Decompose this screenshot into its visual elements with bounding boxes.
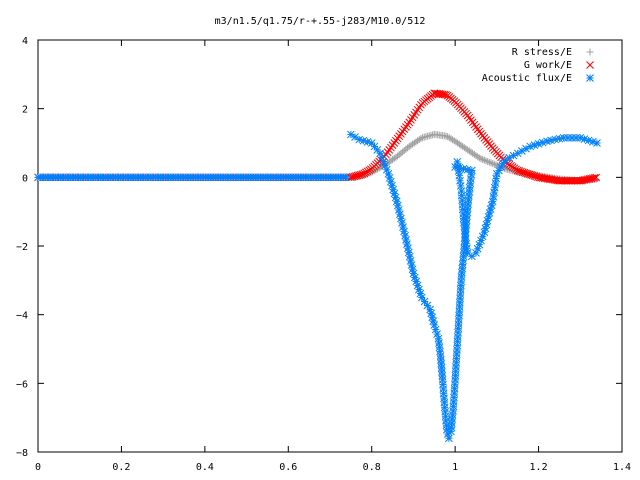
x-tick-label: 0.2	[112, 462, 130, 473]
data-point-acoustic-flux-e	[461, 235, 470, 243]
y-axis: 4 2 0 −2 −4 −6 −8	[16, 36, 622, 459]
data-point-g-work-e	[405, 118, 414, 127]
data-point-acoustic-flux-e	[588, 137, 597, 146]
data-point-acoustic-flux-e	[463, 249, 472, 257]
data-point-g-work-e	[592, 173, 600, 182]
data-point-g-work-e	[408, 113, 417, 122]
plot-area	[34, 89, 601, 443]
data-point-acoustic-flux-e	[433, 330, 441, 338]
data-point-acoustic-flux-e	[453, 158, 462, 166]
legend-marker	[586, 74, 594, 82]
y-tick-label: −8	[16, 448, 28, 459]
data-point-r-stress-e	[482, 157, 490, 165]
data-point-acoustic-flux-e	[409, 269, 418, 278]
data-point-acoustic-flux-e	[431, 325, 440, 334]
data-point-r-stress-e	[417, 134, 425, 142]
data-point-acoustic-flux-e	[472, 249, 480, 257]
data-point-acoustic-flux-e	[576, 133, 585, 142]
y-tick-label: −2	[16, 242, 28, 253]
data-point-acoustic-flux-e	[445, 434, 453, 443]
data-point-r-stress-e	[477, 155, 485, 163]
legend-label: G work/E	[524, 60, 572, 71]
y-tick-label: −4	[16, 311, 28, 322]
chart-title: m3/n1.5/q1.75/r-+.55-j283/M10.0/512	[215, 16, 426, 27]
data-point-acoustic-flux-e	[538, 138, 547, 147]
data-point-acoustic-flux-e	[463, 244, 471, 253]
data-point-r-stress-e	[489, 160, 497, 168]
x-tick-label: 0	[35, 462, 41, 473]
data-point-r-stress-e	[479, 155, 487, 163]
data-point-acoustic-flux-e	[459, 252, 468, 261]
data-point-r-stress-e	[480, 156, 488, 164]
data-point-g-work-e	[412, 108, 420, 117]
legend-marker	[586, 61, 594, 69]
data-point-acoustic-flux-e	[410, 273, 419, 282]
data-point-r-stress-e	[487, 159, 495, 167]
data-point-acoustic-flux-e	[477, 236, 485, 245]
legend-label: Acoustic flux/E	[482, 73, 572, 84]
data-point-g-work-e	[438, 90, 447, 99]
data-point-r-stress-e	[475, 154, 483, 162]
data-point-r-stress-e	[485, 158, 493, 166]
data-point-acoustic-flux-e	[584, 136, 593, 145]
y-tick-label: 4	[22, 36, 28, 47]
x-tick-label: 1	[452, 462, 458, 473]
data-point-g-work-e	[410, 110, 419, 119]
data-point-g-work-e	[413, 105, 422, 114]
data-point-g-work-e	[442, 90, 450, 99]
data-point-r-stress-e	[442, 132, 450, 140]
x-axis: 0 0.2 0.4 0.6 0.8 1 1.2 1.4	[35, 40, 631, 473]
y-tick-label: 0	[22, 173, 28, 184]
data-point-acoustic-flux-e	[461, 231, 470, 239]
x-tick-label: 0.8	[363, 462, 381, 473]
data-point-acoustic-flux-e	[379, 157, 388, 166]
data-point-g-work-e	[407, 116, 415, 124]
data-point-acoustic-flux-e	[430, 321, 439, 329]
y-tick-label: −6	[16, 379, 28, 390]
x-tick-label: 0.4	[196, 462, 214, 473]
y-tick-label: 2	[22, 105, 28, 116]
data-point-g-work-e	[590, 173, 599, 182]
data-point-acoustic-flux-e	[393, 201, 402, 210]
legend: R stress/E G work/E Acoustic flux/E	[482, 47, 594, 84]
x-tick-label: 1.4	[613, 462, 631, 473]
plot-frame	[37, 39, 623, 453]
legend-marker	[586, 48, 594, 56]
data-point-acoustic-flux-e	[593, 139, 601, 147]
data-point-r-stress-e	[490, 160, 498, 168]
data-point-acoustic-flux-e	[467, 170, 476, 179]
x-tick-label: 0.6	[279, 462, 297, 473]
data-point-r-stress-e	[484, 158, 492, 166]
data-point-acoustic-flux-e	[467, 252, 476, 261]
data-point-g-work-e	[415, 103, 424, 112]
x-tick-label: 1.2	[530, 462, 548, 473]
legend-label: R stress/E	[512, 47, 572, 58]
data-point-acoustic-flux-e	[381, 161, 389, 170]
